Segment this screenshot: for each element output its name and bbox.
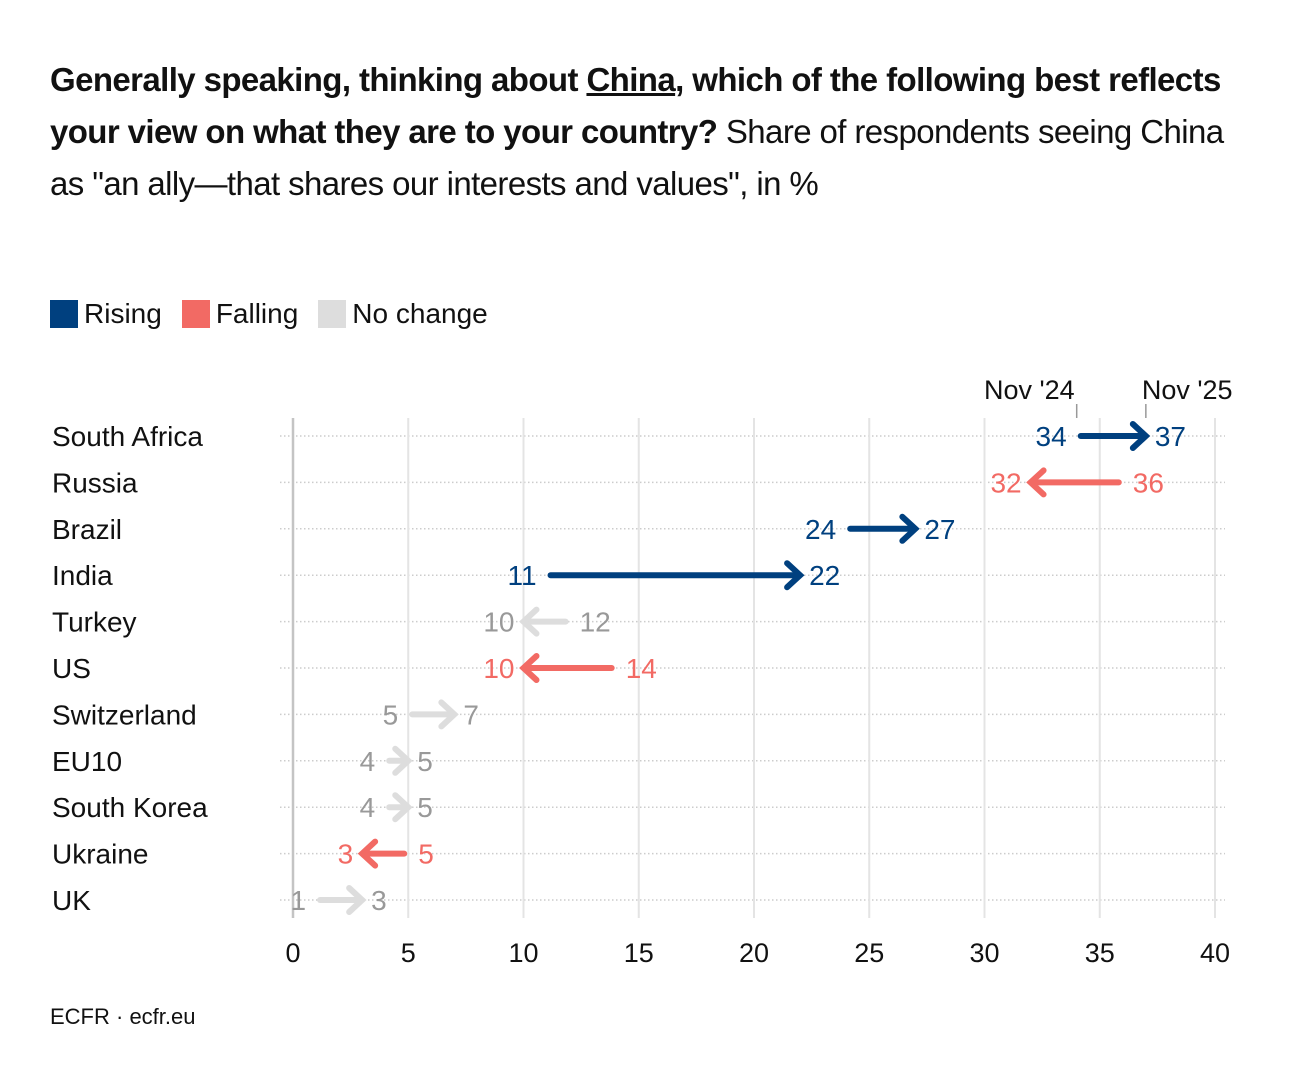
end-value-label: 5 <box>417 792 433 823</box>
legend-label: No change <box>352 298 488 329</box>
title-bold-1: Generally speaking, thinking about <box>50 61 587 98</box>
country-label: Switzerland <box>52 699 197 730</box>
country-label: US <box>52 653 91 684</box>
country-label: South Korea <box>52 792 208 823</box>
title-bold-2: , which of the following best reflects y… <box>50 61 1221 150</box>
end-value-label: 10 <box>483 607 514 638</box>
legend-falling: Falling <box>181 298 299 330</box>
end-period-label: Nov '25 <box>1142 375 1233 405</box>
end-value-label: 5 <box>417 746 433 777</box>
x-tick-label: 40 <box>1200 938 1230 968</box>
legend: Rising Falling No change <box>50 298 488 330</box>
start-value-label: 4 <box>360 746 376 777</box>
start-value-label: 1 <box>290 885 306 916</box>
end-value-label: 3 <box>338 839 354 870</box>
x-tick-label: 20 <box>739 938 769 968</box>
country-label: UK <box>52 885 91 916</box>
arrowhead-icon <box>1129 421 1151 451</box>
start-value-label: 34 <box>1036 421 1067 452</box>
end-value-label: 3 <box>371 885 387 916</box>
x-tick-label: 0 <box>285 938 300 968</box>
country-label: Brazil <box>52 514 122 545</box>
legend-swatch-no-change <box>318 300 347 328</box>
arrowhead-icon <box>899 513 920 544</box>
arrowhead-icon <box>392 792 413 823</box>
country-label: Turkey <box>52 607 137 638</box>
start-value-label: 36 <box>1133 467 1164 498</box>
arrowhead-icon <box>357 838 379 869</box>
end-value-label: 22 <box>809 560 840 591</box>
start-value-label: 14 <box>626 653 657 684</box>
start-value-label: 5 <box>383 699 399 730</box>
start-period-label: Nov '24 <box>984 375 1075 405</box>
end-value-label: 32 <box>990 467 1021 498</box>
country-label: Russia <box>52 467 138 498</box>
x-tick-label: 15 <box>624 938 654 968</box>
start-value-label: 5 <box>418 839 434 870</box>
start-value-label: 4 <box>360 792 376 823</box>
arrowhead-icon <box>784 560 805 591</box>
x-tick-label: 30 <box>969 938 999 968</box>
x-tick-label: 5 <box>401 938 416 968</box>
arrowhead-icon <box>438 699 459 730</box>
arrowhead-icon <box>519 606 540 637</box>
country-label: India <box>52 560 113 591</box>
chart-subtitle: Share of respondents seeing China as "an… <box>50 113 1224 202</box>
start-value-label: 11 <box>507 560 536 591</box>
arrowhead-icon <box>1026 467 1047 498</box>
legend-label: Rising <box>84 298 162 329</box>
end-value-label: 37 <box>1155 421 1186 452</box>
x-tick-label: 35 <box>1085 938 1115 968</box>
arrowhead-icon <box>392 745 413 776</box>
end-value-label: 27 <box>924 514 955 545</box>
start-value-label: 12 <box>580 607 611 638</box>
start-value-label: 24 <box>805 514 836 545</box>
legend-label: Falling <box>215 298 299 329</box>
arrowhead-icon <box>519 653 540 683</box>
title-china: China <box>586 61 676 98</box>
x-tick-label: 10 <box>508 938 538 968</box>
end-value-label: 10 <box>483 653 514 684</box>
arrowhead-icon <box>346 885 367 915</box>
country-label: EU10 <box>52 746 122 777</box>
legend-rising: Rising <box>50 298 162 330</box>
end-value-label: 7 <box>463 699 479 730</box>
country-label: South Africa <box>52 421 203 452</box>
legend-swatch-rising <box>50 300 78 328</box>
country-label: Ukraine <box>52 839 148 870</box>
legend-no-change: No change <box>318 298 488 330</box>
chart-title: Generally speaking, thinking about China… <box>50 54 1260 210</box>
source-footer: ECFR · ecfr.eu <box>50 1004 196 1029</box>
legend-swatch-falling <box>181 300 210 328</box>
x-tick-label: 25 <box>854 938 884 968</box>
